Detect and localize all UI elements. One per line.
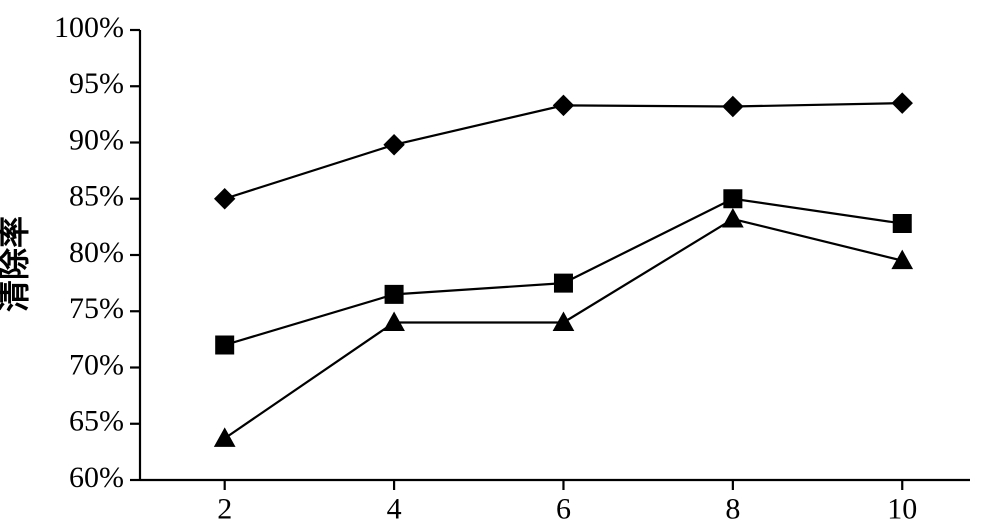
marker-square-icon (554, 274, 572, 292)
marker-diamond-icon (384, 135, 404, 155)
y-tick-label: 80% (69, 236, 124, 269)
marker-square-icon (216, 336, 234, 354)
series-line-series-diamond (225, 103, 903, 199)
y-axis-label: 清除率 (0, 215, 35, 311)
marker-diamond-icon (215, 189, 235, 209)
marker-triangle-icon (215, 428, 235, 446)
y-tick-label: 85% (69, 180, 124, 213)
marker-triangle-icon (723, 209, 743, 227)
y-tick-label: 100% (54, 11, 124, 44)
x-tick-label: 4 (387, 493, 402, 526)
x-tick-label: 2 (217, 493, 232, 526)
marker-diamond-icon (723, 97, 743, 117)
y-tick-label: 70% (69, 348, 124, 381)
y-tick-label: 75% (69, 292, 124, 325)
marker-square-icon (893, 215, 911, 233)
marker-square-icon (724, 190, 742, 208)
y-tick-label: 90% (69, 123, 124, 156)
chart-svg: 60% 65% 70% 75% 80% 85% 90% 95% 100% 2 4 6 8 10 (0, 0, 1000, 527)
marker-square-icon (385, 285, 403, 303)
y-tick-label: 65% (69, 405, 124, 438)
x-tick-label: 10 (887, 493, 917, 526)
chart-container: 清除率 60% 65% 70% 75% 80% 85% 90% 95% 100% 2 4 6 8 10 (0, 0, 1000, 527)
y-tick-label: 60% (69, 461, 124, 494)
marker-diamond-icon (892, 93, 912, 113)
x-tick-label: 6 (556, 493, 571, 526)
y-tick-label: 95% (69, 67, 124, 100)
marker-diamond-icon (553, 95, 573, 115)
x-tick-label: 8 (725, 493, 740, 526)
